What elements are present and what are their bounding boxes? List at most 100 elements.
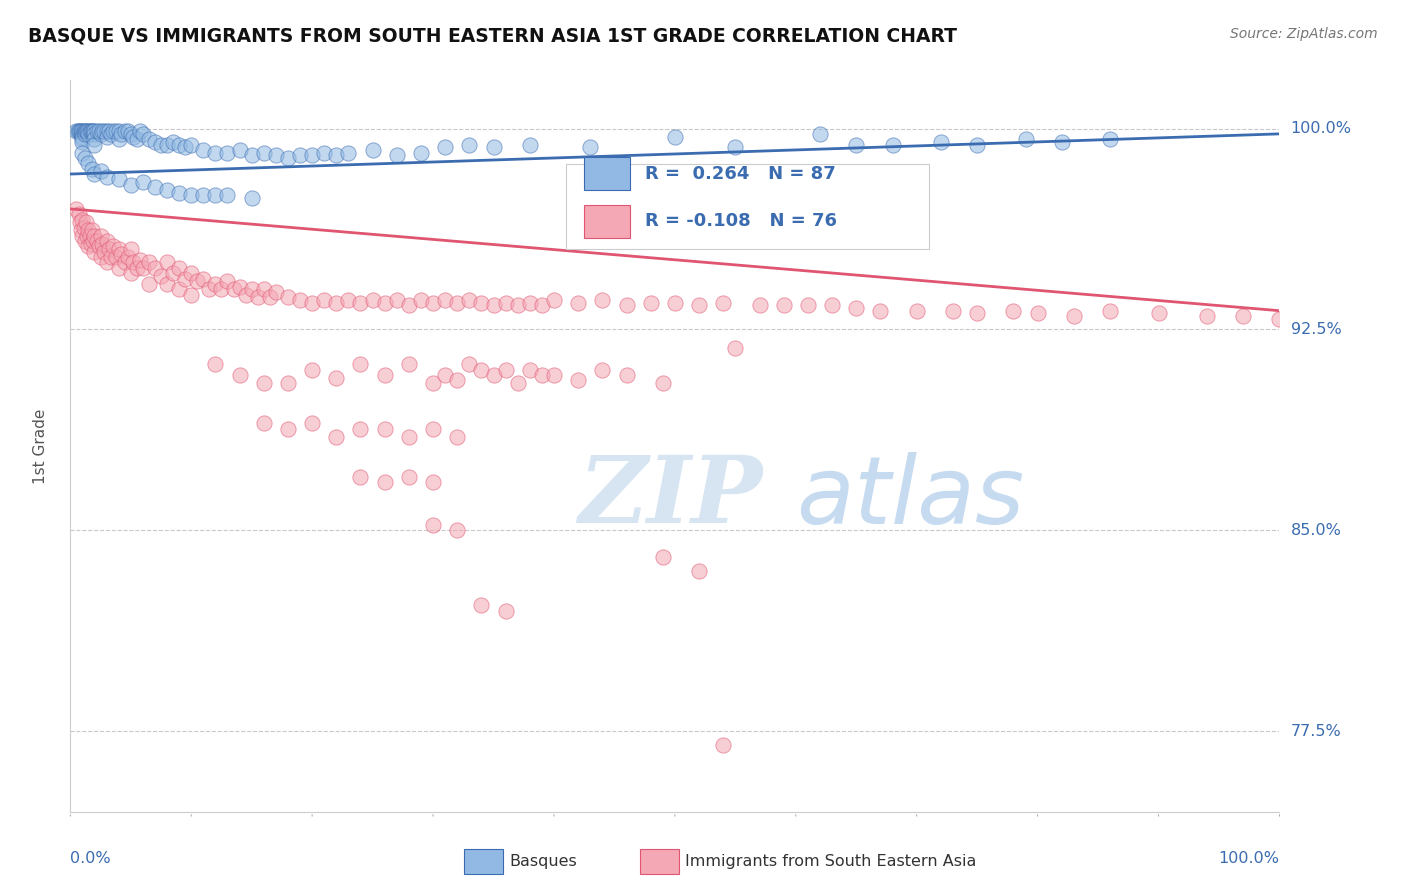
Point: [132, 260, 155, 275]
Point: [1195, 309, 1218, 323]
Point: [772, 298, 794, 312]
Point: [482, 368, 505, 382]
Point: [349, 470, 371, 484]
Point: [1147, 306, 1170, 320]
Point: [458, 137, 481, 152]
Point: [83, 244, 105, 259]
Point: [138, 132, 160, 146]
Point: [288, 148, 311, 162]
Point: [96, 124, 118, 138]
Point: [446, 295, 468, 310]
Point: [495, 295, 517, 310]
Point: [640, 295, 662, 310]
Point: [446, 524, 468, 538]
Point: [167, 186, 190, 200]
Point: [83, 167, 105, 181]
Point: [217, 188, 239, 202]
Point: [748, 298, 770, 312]
Point: [301, 148, 323, 162]
Point: [76, 228, 98, 243]
Point: [75, 215, 97, 229]
Point: [530, 298, 553, 312]
Point: [422, 421, 444, 435]
Point: [506, 298, 529, 312]
Point: [73, 124, 96, 138]
Point: [143, 180, 166, 194]
Point: [80, 236, 103, 251]
Point: [422, 376, 444, 390]
Point: [664, 295, 686, 310]
Point: [579, 140, 602, 154]
Point: [73, 151, 96, 165]
Point: [98, 124, 121, 138]
Point: [337, 145, 360, 160]
Point: [122, 255, 145, 269]
Point: [325, 148, 347, 162]
Point: [711, 295, 734, 310]
Point: [821, 298, 844, 312]
Point: [845, 301, 868, 315]
Point: [240, 148, 263, 162]
Point: [1002, 303, 1025, 318]
Point: [96, 255, 118, 269]
Point: [120, 178, 142, 192]
Point: [129, 124, 152, 138]
Point: [93, 124, 115, 138]
Point: [107, 172, 129, 186]
Point: [83, 132, 105, 146]
Point: [808, 127, 831, 141]
Point: [519, 137, 541, 152]
Text: ZIP: ZIP: [578, 452, 762, 542]
Point: [845, 137, 868, 152]
Point: [138, 277, 160, 291]
Point: [543, 293, 565, 307]
Point: [107, 132, 129, 146]
Point: [72, 212, 94, 227]
Point: [446, 373, 468, 387]
Point: [301, 295, 323, 310]
Point: [180, 188, 202, 202]
Point: [72, 124, 94, 138]
Point: [186, 274, 208, 288]
Point: [385, 293, 408, 307]
Point: [470, 295, 492, 310]
Point: [651, 376, 673, 390]
Point: [86, 234, 108, 248]
Point: [90, 127, 111, 141]
Point: [72, 220, 94, 235]
Point: [398, 298, 420, 312]
Point: [325, 370, 347, 384]
Text: 85.0%: 85.0%: [1291, 523, 1341, 538]
Text: 77.5%: 77.5%: [1291, 723, 1341, 739]
Point: [76, 124, 98, 138]
Point: [174, 140, 197, 154]
Point: [325, 429, 347, 443]
Point: [349, 421, 371, 435]
Point: [519, 295, 541, 310]
Point: [567, 295, 589, 310]
Point: [688, 564, 710, 578]
Point: [72, 145, 94, 160]
Point: [337, 293, 360, 307]
Point: [301, 416, 323, 430]
Point: [361, 293, 384, 307]
Point: [664, 129, 686, 144]
Point: [114, 255, 136, 269]
Point: [143, 135, 166, 149]
Point: [82, 124, 104, 138]
Point: [120, 127, 142, 141]
Point: [264, 148, 287, 162]
Point: [1268, 311, 1291, 326]
Point: [83, 127, 105, 141]
Point: [253, 145, 276, 160]
Point: [422, 518, 444, 533]
Point: [422, 475, 444, 490]
Point: [167, 137, 190, 152]
Point: [69, 215, 91, 229]
Point: [246, 290, 269, 304]
Point: [83, 137, 105, 152]
Point: [193, 271, 215, 285]
Point: [277, 151, 299, 165]
Point: [132, 175, 155, 189]
Point: [110, 247, 132, 261]
